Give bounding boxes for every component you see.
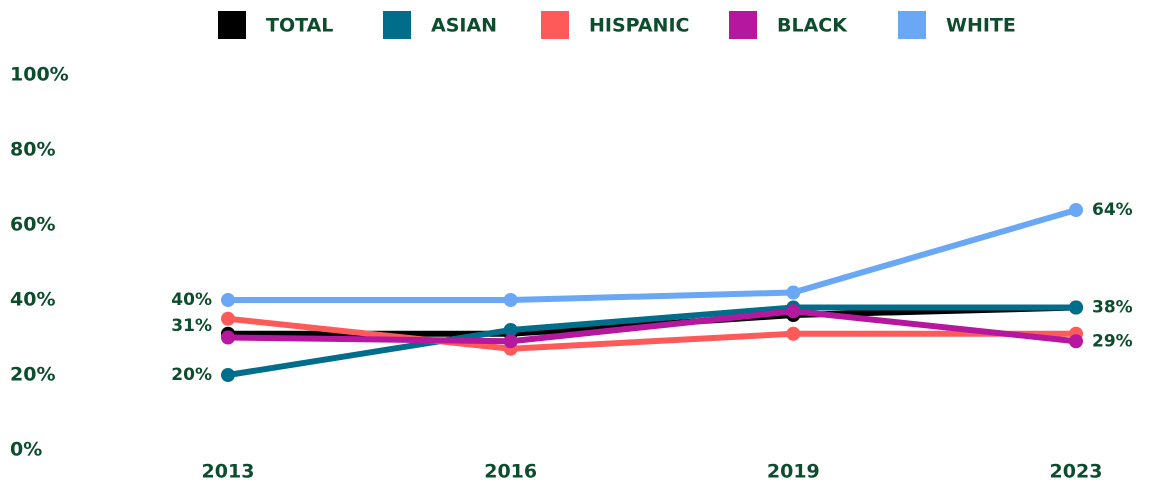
series-line bbox=[227, 308, 1077, 345]
x-tick-label: 2013 bbox=[202, 461, 255, 483]
point bbox=[1069, 203, 1083, 217]
legend-swatch bbox=[218, 11, 246, 39]
series-line bbox=[227, 315, 1076, 352]
legend-label: HISPANIC bbox=[589, 15, 689, 37]
data-label: 29% bbox=[1092, 331, 1133, 351]
point bbox=[221, 368, 235, 382]
y-tick-label: 100% bbox=[10, 64, 69, 86]
series-line bbox=[228, 207, 1077, 303]
legend-swatch bbox=[729, 11, 757, 39]
y-tick-label: 20% bbox=[10, 364, 55, 386]
point bbox=[786, 285, 801, 300]
data-label: 38% bbox=[1092, 298, 1133, 318]
data-label: 64% bbox=[1092, 200, 1133, 220]
point bbox=[1069, 334, 1083, 349]
point bbox=[786, 304, 801, 319]
point bbox=[221, 311, 235, 326]
data-label: 20% bbox=[171, 365, 212, 385]
y-tick-label: 0% bbox=[10, 439, 42, 461]
x-tick-label: 2016 bbox=[484, 461, 537, 483]
point bbox=[503, 323, 518, 337]
legend-swatch bbox=[541, 11, 569, 39]
data-label: 40% bbox=[171, 290, 212, 310]
point bbox=[221, 293, 235, 307]
point bbox=[1069, 300, 1083, 315]
legend-label: WHITE bbox=[946, 15, 1016, 37]
x-tick-label: 2019 bbox=[767, 461, 820, 483]
legend-label: TOTAL bbox=[266, 15, 333, 37]
point bbox=[503, 293, 518, 307]
point bbox=[503, 334, 518, 349]
y-tick-label: 80% bbox=[10, 139, 55, 161]
data-label: 31% bbox=[171, 316, 212, 336]
x-tick-label: 2023 bbox=[1050, 461, 1103, 483]
point bbox=[221, 330, 235, 345]
y-tick-label: 40% bbox=[10, 289, 55, 311]
legend-label: ASIAN bbox=[431, 15, 497, 37]
series-line bbox=[227, 304, 1076, 378]
y-tick-label: 60% bbox=[10, 214, 55, 236]
legend-swatch bbox=[898, 11, 926, 39]
legend-swatch bbox=[383, 11, 411, 39]
point bbox=[786, 326, 801, 341]
legend-label: BLACK bbox=[777, 15, 848, 37]
